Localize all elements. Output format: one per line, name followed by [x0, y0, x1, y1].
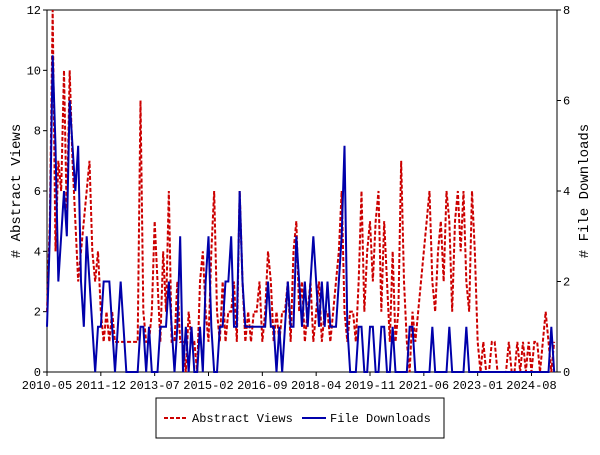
legend-label: Abstract Views [192, 412, 293, 426]
x-tick-label: 2023-01 [452, 379, 502, 393]
x-tick-label: 2010-05 [22, 379, 72, 393]
y2-tick-label: 4 [563, 185, 570, 199]
y-tick-label: 0 [34, 366, 41, 380]
x-tick-label: 2015-02 [183, 379, 233, 393]
y-tick-label: 8 [34, 125, 41, 139]
legend-label: File Downloads [330, 412, 431, 426]
x-tick-label: 2021-06 [399, 379, 449, 393]
y-tick-label: 10 [27, 64, 41, 78]
y2-tick-label: 6 [563, 95, 570, 109]
y2-tick-label: 2 [563, 276, 570, 290]
y2-tick-label: 8 [563, 4, 570, 18]
x-tick-label: 2013-07 [129, 379, 179, 393]
y2-axis-label: # File Downloads [577, 124, 593, 258]
y-tick-label: 2 [34, 306, 41, 320]
x-tick-label: 2016-09 [237, 379, 287, 393]
y-axis-label: # Abstract Views [9, 124, 25, 258]
x-tick-label: 2024-08 [506, 379, 556, 393]
y-tick-label: 12 [27, 4, 41, 18]
y-tick-label: 6 [34, 185, 41, 199]
series-line [46, 55, 556, 373]
x-tick-label: 2018-04 [291, 379, 341, 393]
x-tick-label: 2011-12 [76, 379, 126, 393]
x-tick-label: 2019-11 [345, 379, 395, 393]
y-tick-label: 4 [34, 245, 41, 259]
legend-box [155, 397, 445, 439]
y2-tick-label: 0 [563, 366, 570, 380]
